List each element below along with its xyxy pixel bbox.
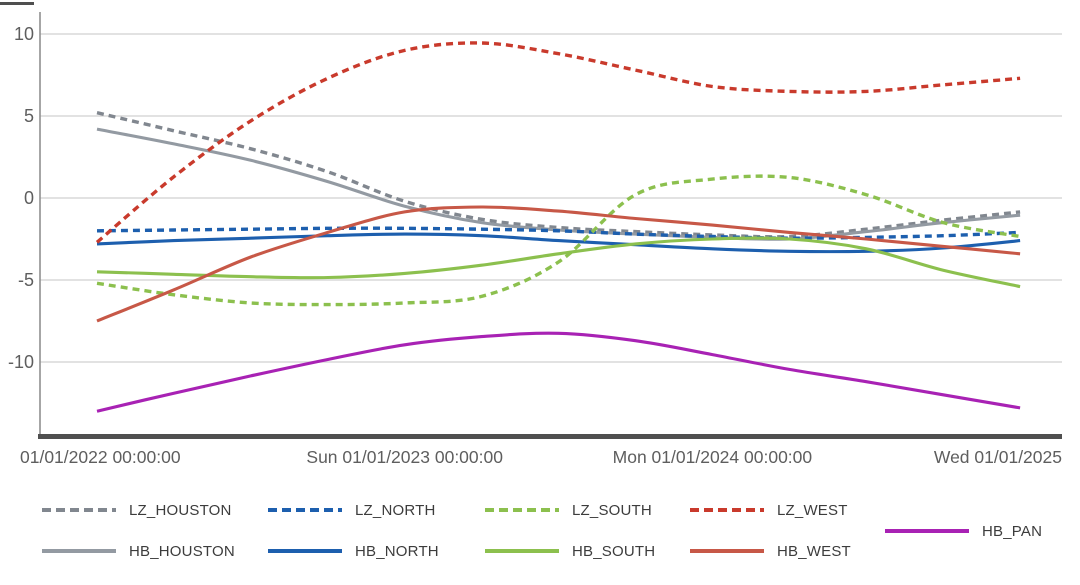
legend-label: HB_HOUSTON [129, 542, 235, 560]
y-tick-label: 0 [24, 188, 34, 208]
legend-label: LZ_SOUTH [572, 501, 652, 519]
series-line-HB_NORTH [96, 232, 1021, 254]
top-left-crop-line [0, 2, 34, 5]
series-line-LZ_NORTH [96, 226, 1021, 240]
legend-swatch-dashed [690, 508, 764, 512]
series-line-HB_WEST [96, 205, 1021, 323]
legend-item-HB_HOUSTON[interactable]: HB_HOUSTON [42, 542, 235, 560]
legend-item-HB_SOUTH[interactable]: HB_SOUTH [485, 542, 656, 560]
legend-item-HB_WEST[interactable]: HB_WEST [690, 542, 851, 560]
y-tick-label: 5 [24, 106, 34, 126]
chart-svg: 10 5 0 -5 -10 01/01/2022 00:00:00 Sun 01/01/20… [8, 12, 1062, 467]
y-tick-label: 10 [14, 24, 34, 44]
legend-swatch-dashed [268, 508, 342, 512]
legend-swatch-solid [485, 549, 559, 553]
x-tick-label: 01/01/2022 00:00:00 [20, 447, 181, 467]
series-line-HB_SOUTH [96, 236, 1021, 289]
series-line-HB_PAN [96, 331, 1021, 413]
legend-swatch-dashed [485, 508, 559, 512]
legend-item-LZ_SOUTH[interactable]: LZ_SOUTH [485, 501, 652, 519]
legend-item-HB_NORTH[interactable]: HB_NORTH [268, 542, 439, 560]
line-chart: 10 5 0 -5 -10 01/01/2022 00:00:00 Sun 01/01/20… [0, 2, 1062, 467]
series-line-HB_HOUSTON [96, 127, 1021, 241]
legend-label: HB_PAN [982, 522, 1043, 540]
legend-label: HB_WEST [777, 542, 851, 560]
legend-swatch-solid [885, 529, 969, 533]
legend-label: LZ_HOUSTON [129, 501, 232, 519]
legend-swatch-dashed [42, 508, 116, 512]
series-line-LZ_SOUTH [96, 174, 1021, 307]
x-tick-label: Wed 01/01/2025 [934, 447, 1062, 467]
y-tick-label: -10 [8, 352, 34, 372]
legend-label: LZ_NORTH [355, 501, 436, 519]
x-tick-label: Mon 01/01/2024 00:00:00 [613, 447, 813, 467]
x-tick-label: Sun 01/01/2023 00:00:00 [306, 447, 503, 467]
chart-legend: LZ_HOUSTON LZ_NORTH LZ_SOUTH LZ_WEST HB_HOUS… [0, 475, 1080, 585]
legend-label: LZ_WEST [777, 501, 848, 519]
legend-label: HB_SOUTH [572, 542, 656, 560]
legend-swatch-solid [268, 549, 342, 553]
legend-swatch-solid [42, 549, 116, 553]
legend-item-LZ_HOUSTON[interactable]: LZ_HOUSTON [42, 501, 232, 519]
y-tick-label: -5 [18, 270, 34, 290]
x-axis-line [38, 434, 1062, 439]
legend-item-LZ_NORTH[interactable]: LZ_NORTH [268, 501, 436, 519]
legend-label: HB_NORTH [355, 542, 439, 560]
series-line-LZ_HOUSTON [96, 111, 1021, 239]
legend-swatch-solid [690, 549, 764, 553]
series-line-LZ_WEST [95, 41, 1021, 244]
legend-item-LZ_WEST[interactable]: LZ_WEST [690, 501, 848, 519]
legend-item-HB_PAN[interactable]: HB_PAN [885, 522, 1043, 540]
